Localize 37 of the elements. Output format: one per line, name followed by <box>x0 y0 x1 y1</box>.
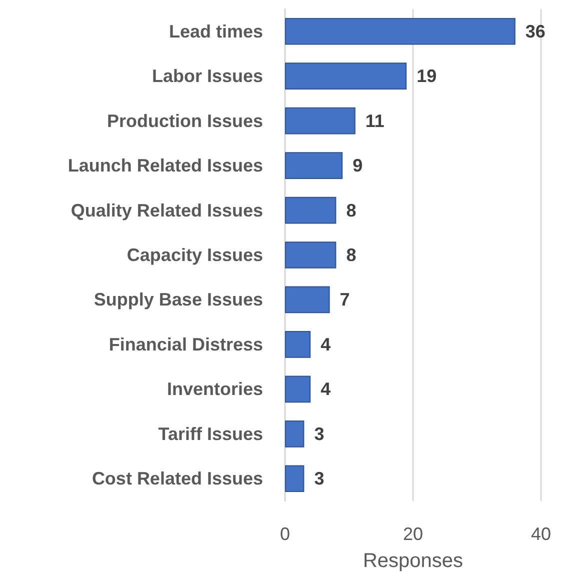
bar <box>285 152 343 179</box>
data-label: 36 <box>525 21 546 42</box>
bar <box>285 62 407 90</box>
bar <box>285 18 516 45</box>
x-axis-title: Responses <box>362 550 464 572</box>
data-label: 8 <box>346 245 356 265</box>
bar <box>285 107 356 134</box>
data-label: 4 <box>320 379 331 400</box>
bar <box>285 196 336 224</box>
y-tick-label: Supply Base Issues <box>94 290 263 310</box>
bar <box>285 420 304 448</box>
y-tick-label: Cost Related Issues <box>92 468 263 489</box>
bar <box>285 465 304 492</box>
y-tick-label: Production Issues <box>106 110 263 131</box>
y-tick-label: Labor Issues <box>152 66 263 86</box>
data-label: 3 <box>314 424 324 444</box>
y-tick-label: Quality Related Issues <box>70 200 263 220</box>
data-label: 8 <box>346 200 356 220</box>
y-tick-label: Tariff Issues <box>158 424 263 444</box>
data-label: 11 <box>365 110 384 131</box>
data-label: 19 <box>416 66 437 86</box>
bar <box>285 376 311 403</box>
y-tick-label: Launch Related Issues <box>68 156 263 176</box>
y-tick-label: Financial Distress <box>108 334 263 354</box>
bar <box>285 331 311 358</box>
y-tick-label: Capacity Issues <box>126 245 263 265</box>
bar <box>285 286 330 314</box>
data-label: 9 <box>352 156 363 176</box>
y-tick-label: Inventories <box>166 379 263 400</box>
bar <box>285 242 336 268</box>
data-label: 3 <box>314 468 324 489</box>
y-tick-label: Lead times <box>168 21 263 42</box>
x-tick-label: 20 <box>402 524 424 544</box>
x-tick-label: 0 <box>280 524 290 544</box>
data-label: 4 <box>320 334 331 354</box>
x-tick-label: 40 <box>530 524 552 544</box>
data-label: 7 <box>340 290 350 310</box>
